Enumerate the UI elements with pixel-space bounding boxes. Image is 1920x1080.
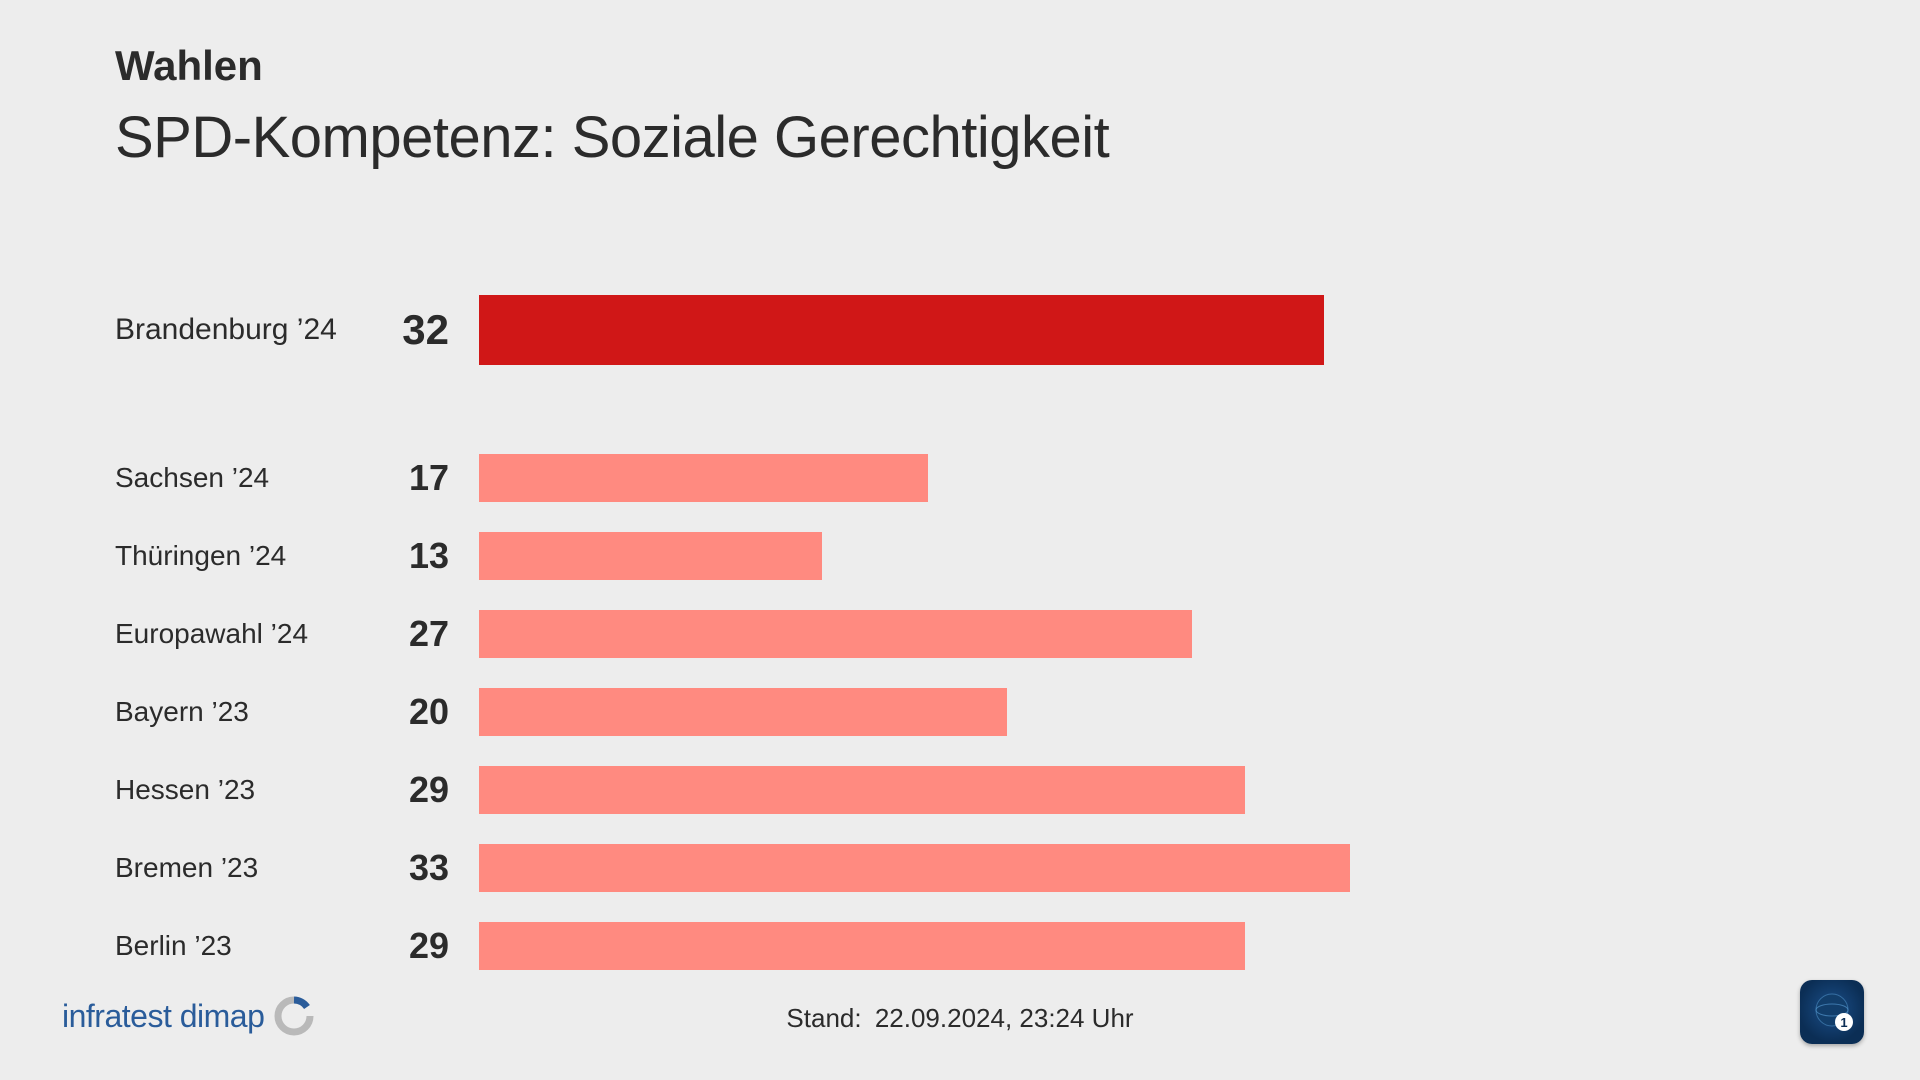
broadcaster-logo: 1 (1800, 980, 1864, 1044)
source-logo-text: infratest dimap (62, 998, 264, 1035)
bar-track (479, 688, 1799, 736)
timestamp-value: 22.09.2024, 23:24 Uhr (875, 1003, 1134, 1033)
bar-track (479, 610, 1799, 658)
bar-label: Thüringen ’24 (115, 540, 360, 572)
bar-track (479, 454, 1799, 502)
bar-fill (479, 454, 928, 502)
bar-track (479, 766, 1799, 814)
bar-row: Bayern ’2320 (115, 673, 1805, 751)
bar-value: 33 (360, 847, 455, 889)
bar-row: Brandenburg ’2432 (115, 275, 1805, 385)
bar-value: 29 (360, 769, 455, 811)
globe-icon: 1 (1808, 988, 1856, 1036)
supertitle: Wahlen (115, 42, 1109, 90)
bar-chart: Brandenburg ’2432Sachsen ’2417Thüringen … (115, 275, 1805, 985)
source-logo-icon (274, 996, 314, 1036)
bar-fill (479, 766, 1245, 814)
bar-row: Sachsen ’2417 (115, 439, 1805, 517)
bar-value: 29 (360, 925, 455, 967)
bar-row: Bremen ’2333 (115, 829, 1805, 907)
bar-label: Europawahl ’24 (115, 618, 360, 650)
bar-value: 27 (360, 613, 455, 655)
chart-header: Wahlen SPD-Kompetenz: Soziale Gerechtigk… (115, 42, 1109, 171)
bar-row: Berlin ’2329 (115, 907, 1805, 985)
bar-value: 32 (360, 306, 455, 354)
bar-label: Sachsen ’24 (115, 462, 360, 494)
source-logo: infratest dimap (62, 996, 314, 1036)
bar-fill (479, 610, 1192, 658)
bar-row: Hessen ’2329 (115, 751, 1805, 829)
bar-value: 13 (360, 535, 455, 577)
bar-row: Thüringen ’2413 (115, 517, 1805, 595)
bar-track (479, 844, 1799, 892)
bar-value: 17 (360, 457, 455, 499)
svg-text:1: 1 (1840, 1015, 1847, 1030)
bar-track (479, 295, 1799, 365)
bar-value: 20 (360, 691, 455, 733)
bar-label: Bremen ’23 (115, 852, 360, 884)
footer: infratest dimap Stand: 22.09.2024, 23:24… (0, 1000, 1920, 1080)
bar-fill (479, 922, 1245, 970)
bar-label: Berlin ’23 (115, 930, 360, 962)
bar-fill (479, 295, 1324, 365)
bar-label: Bayern ’23 (115, 696, 360, 728)
timestamp: Stand: 22.09.2024, 23:24 Uhr (786, 1003, 1133, 1034)
bar-fill (479, 844, 1350, 892)
chart-title: SPD-Kompetenz: Soziale Gerechtigkeit (115, 104, 1109, 171)
bar-row: Europawahl ’2427 (115, 595, 1805, 673)
bar-fill (479, 688, 1007, 736)
bar-track (479, 922, 1799, 970)
timestamp-label: Stand: (786, 1003, 861, 1033)
bar-fill (479, 532, 822, 580)
bar-label: Brandenburg ’24 (115, 313, 360, 347)
bar-track (479, 532, 1799, 580)
bar-label: Hessen ’23 (115, 774, 360, 806)
